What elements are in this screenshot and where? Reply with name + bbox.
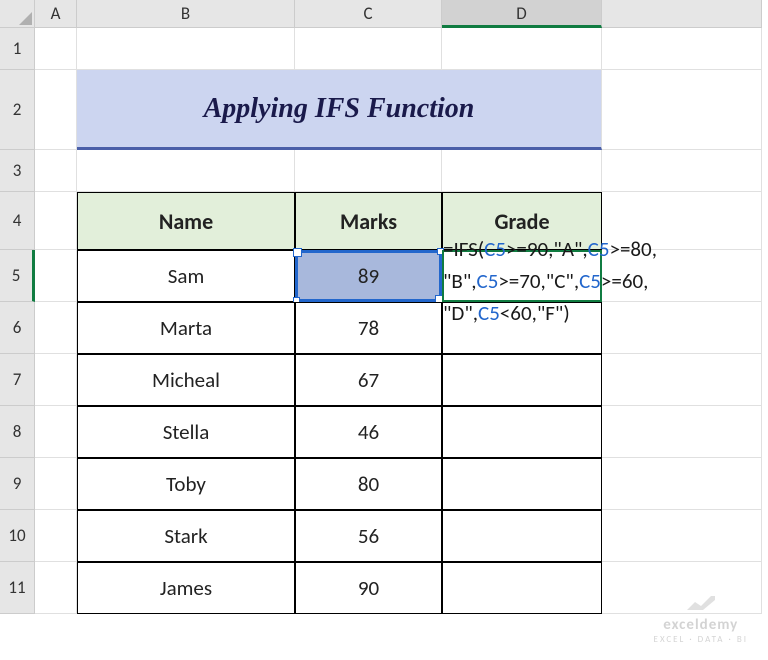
- select-all-corner[interactable]: [0, 0, 35, 28]
- watermark-title: exceldemy: [654, 616, 748, 634]
- cell-A6[interactable]: [35, 302, 77, 354]
- cell-A5[interactable]: [35, 250, 77, 302]
- col-header-A[interactable]: A: [35, 0, 77, 28]
- row-header-3[interactable]: 3: [0, 150, 35, 192]
- cell-name-9[interactable]: Toby: [77, 458, 295, 510]
- cell-A1[interactable]: [35, 28, 77, 70]
- cell-C1[interactable]: [295, 28, 442, 70]
- cell-C3[interactable]: [295, 150, 442, 192]
- row-header-11[interactable]: 11: [0, 562, 35, 614]
- cell-E1[interactable]: [602, 28, 762, 70]
- col-header-overflow: [602, 0, 762, 28]
- row-header-2[interactable]: 2: [0, 70, 35, 150]
- logo-icon: [685, 592, 717, 614]
- header-marks[interactable]: Marks: [295, 192, 442, 250]
- cell-E10[interactable]: [602, 510, 762, 562]
- row-header-10[interactable]: 10: [0, 510, 35, 562]
- cell-A10[interactable]: [35, 510, 77, 562]
- watermark-sub: EXCEL · DATA · BI: [654, 634, 748, 645]
- cell-name-10[interactable]: Stark: [77, 510, 295, 562]
- header-name[interactable]: Name: [77, 192, 295, 250]
- cell-E2[interactable]: [602, 70, 762, 150]
- cell-A4[interactable]: [35, 192, 77, 250]
- title-cell[interactable]: Applying IFS Function: [77, 70, 602, 150]
- col-header-C[interactable]: C: [295, 0, 442, 28]
- cell-B3[interactable]: [77, 150, 295, 192]
- cell-marks-9[interactable]: 80: [295, 458, 442, 510]
- cell-grade-11[interactable]: [442, 562, 602, 614]
- cell-marks-6[interactable]: 78: [295, 302, 442, 354]
- cell-E9[interactable]: [602, 458, 762, 510]
- row-header-1[interactable]: 1: [0, 28, 35, 70]
- col-header-D[interactable]: D: [442, 0, 602, 28]
- cell-marks-7[interactable]: 67: [295, 354, 442, 406]
- cell-A3[interactable]: [35, 150, 77, 192]
- cell-E8[interactable]: [602, 406, 762, 458]
- cell-grade-9[interactable]: [442, 458, 602, 510]
- cell-marks-8[interactable]: 46: [295, 406, 442, 458]
- cell-name-8[interactable]: Stella: [77, 406, 295, 458]
- row-header-8[interactable]: 8: [0, 406, 35, 458]
- row-header-7[interactable]: 7: [0, 354, 35, 406]
- cell-grade-10[interactable]: [442, 510, 602, 562]
- cell-marks-11[interactable]: 90: [295, 562, 442, 614]
- cell-marks-10[interactable]: 56: [295, 510, 442, 562]
- cell-E7[interactable]: [602, 354, 762, 406]
- row-header-9[interactable]: 9: [0, 458, 35, 510]
- cell-D1[interactable]: [442, 28, 602, 70]
- cell-E3[interactable]: [602, 150, 762, 192]
- cell-A9[interactable]: [35, 458, 77, 510]
- cell-A11[interactable]: [35, 562, 77, 614]
- col-header-B[interactable]: B: [77, 0, 295, 28]
- cell-A2[interactable]: [35, 70, 77, 150]
- row-header-4[interactable]: 4: [0, 192, 35, 250]
- marks-value: 89: [358, 263, 379, 289]
- cell-marks-5-selected[interactable]: 89: [295, 250, 442, 302]
- row-header-5[interactable]: 5: [0, 250, 35, 302]
- row-header-6[interactable]: 6: [0, 302, 35, 354]
- cell-B1[interactable]: [77, 28, 295, 70]
- cell-name-5[interactable]: Sam: [77, 250, 295, 302]
- cell-grade-7[interactable]: [442, 354, 602, 406]
- cell-grade-8[interactable]: [442, 406, 602, 458]
- formula-overlay: =IFS(C5>=90,"A",C5>=80,"B",C5>=70,"C",C5…: [443, 233, 743, 329]
- watermark: exceldemy EXCEL · DATA · BI: [654, 592, 748, 645]
- cell-A8[interactable]: [35, 406, 77, 458]
- cell-name-7[interactable]: Micheal: [77, 354, 295, 406]
- cell-name-11[interactable]: James: [77, 562, 295, 614]
- cell-D3[interactable]: [442, 150, 602, 192]
- cell-name-6[interactable]: Marta: [77, 302, 295, 354]
- cell-A7[interactable]: [35, 354, 77, 406]
